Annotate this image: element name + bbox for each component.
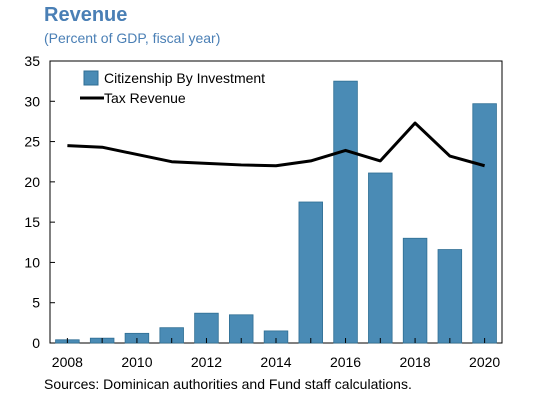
bar-2016 (333, 80, 358, 344)
chart-subtitle: (Percent of GDP, fiscal year) (44, 30, 221, 46)
legend: Citizenship By Investment Tax Revenue (80, 70, 265, 106)
x-tick-label-2014: 2014 (260, 354, 291, 370)
x-axis-ticks: 2008 2010 2012 2014 2016 2018 2020 (52, 338, 500, 370)
bar-2020 (472, 103, 497, 344)
y-tick-label-30: 30 (24, 93, 40, 109)
tax-revenue-line (67, 121, 486, 168)
legend-swatch-cbi (83, 70, 99, 86)
bar-2018 (402, 237, 428, 344)
bar-2019 (437, 249, 463, 344)
y-axis-ticks: 0 5 10 15 20 25 30 35 (24, 53, 55, 351)
x-tick-label-2020: 2020 (469, 354, 500, 370)
y-tick-label-0: 0 (32, 335, 40, 351)
legend-label-cbi: Citizenship By Investment (104, 70, 265, 86)
chart-title: Revenue (44, 4, 128, 26)
x-tick-label-2010: 2010 (121, 354, 152, 370)
bar-2017 (368, 172, 393, 344)
y-tick-label-10: 10 (24, 254, 40, 270)
legend-label-tax: Tax Revenue (104, 90, 186, 106)
x-tick-label-2012: 2012 (191, 354, 222, 370)
y-tick-label-35: 35 (24, 53, 40, 69)
x-tick-label-2008: 2008 (52, 354, 83, 370)
bars-group (55, 80, 497, 344)
y-tick-label-25: 25 (24, 134, 40, 150)
x-tick-label-2016: 2016 (330, 354, 361, 370)
y-tick-label-20: 20 (24, 174, 40, 190)
line-group (67, 121, 486, 168)
bar-2015 (298, 201, 323, 344)
y-tick-label-15: 15 (24, 214, 40, 230)
y-tick-label-5: 5 (32, 295, 40, 311)
chart-source: Sources: Dominican authorities and Fund … (44, 376, 412, 392)
x-tick-label-2018: 2018 (399, 354, 430, 370)
